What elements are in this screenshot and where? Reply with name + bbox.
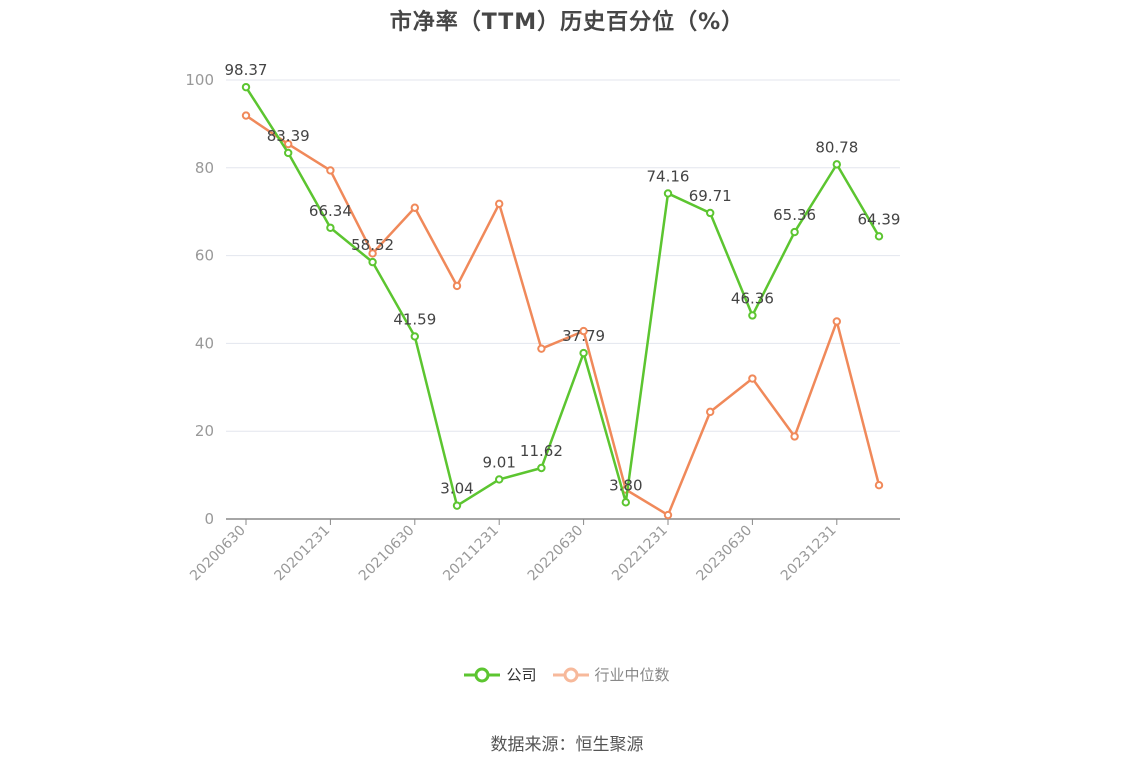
industry-data-point [410, 203, 419, 212]
company-data-label: 3.04 [440, 480, 473, 498]
y-tick-label: 60 [195, 247, 214, 265]
x-tick-label: 20231231 [778, 523, 840, 585]
company-data-label: 3.80 [609, 476, 642, 494]
industry-data-point [495, 199, 504, 208]
y-tick-label: 80 [195, 159, 214, 177]
company-data-point [748, 311, 757, 320]
company-data-point [326, 223, 335, 232]
industry-series-line [245, 114, 881, 517]
company-data-point [832, 160, 841, 169]
industry-data-point [579, 326, 588, 336]
company-data-label: 69.71 [689, 187, 732, 205]
legend: 公司 行业中位数 [0, 664, 1134, 685]
industry-data-point [790, 432, 799, 441]
industry-data-point [537, 344, 546, 353]
legend-company-marker-icon [464, 667, 501, 682]
company-data-point [452, 501, 462, 510]
industry-data-point [284, 139, 293, 149]
company-data-label: 74.16 [647, 167, 690, 185]
company-data-point [368, 257, 377, 267]
industry-data-point [706, 407, 715, 417]
x-tick-label: 20220630 [525, 523, 587, 585]
company-data-point [706, 208, 715, 218]
company-data-label: 80.78 [815, 138, 858, 156]
company-data-point [241, 82, 251, 92]
x-tick-label: 20230630 [694, 523, 756, 585]
legend-company-label: 公司 [506, 666, 537, 684]
x-tick-label: 20211231 [440, 523, 502, 585]
industry-data-point [368, 249, 377, 258]
y-tick-label: 0 [204, 510, 214, 528]
industry-data-point [326, 166, 335, 175]
chart-title: 市净率（TTM）历史百分位（%） [389, 10, 745, 35]
company-data-label: 98.37 [225, 61, 268, 79]
company-data-point [537, 463, 546, 473]
industry-data-point [241, 111, 251, 120]
industry-data-point [832, 317, 841, 326]
company-data-point [790, 227, 799, 237]
y-tick-label: 20 [195, 422, 214, 440]
y-tick-label: 100 [185, 71, 214, 89]
data-source: 数据来源：恒生聚源 [490, 735, 644, 755]
company-data-point [495, 475, 504, 484]
x-tick-label: 20201231 [272, 523, 334, 585]
company-data-label: 41.59 [393, 310, 436, 328]
company-data-label: 83.39 [267, 127, 310, 145]
company-data-point [874, 232, 884, 241]
x-tick-label: 20221231 [609, 523, 671, 585]
legend-item-company[interactable]: 公司 [464, 664, 537, 685]
company-data-point [621, 498, 630, 507]
company-data-label: 64.39 [858, 210, 901, 228]
company-data-label: 46.36 [731, 289, 774, 307]
industry-data-point [748, 374, 757, 383]
legend-industry-marker-icon [552, 667, 589, 682]
x-tick-label: 20210630 [356, 523, 418, 585]
legend-industry-label: 行业中位数 [594, 666, 670, 684]
industry-data-point [663, 510, 673, 520]
company-data-point [579, 348, 588, 358]
industry-data-point [452, 281, 462, 291]
industry-data-point [874, 480, 884, 490]
company-data-label: 66.34 [309, 202, 352, 220]
legend-item-industry-median[interactable]: 行业中位数 [552, 664, 670, 685]
company-data-point [410, 332, 419, 341]
company-data-point [663, 189, 673, 198]
y-tick-label: 40 [195, 334, 214, 352]
company-data-label: 65.36 [773, 206, 816, 224]
company-data-point [284, 148, 293, 158]
company-data-label: 11.62 [520, 442, 563, 460]
company-data-label: 9.01 [482, 453, 515, 471]
company-series-line [244, 86, 881, 507]
x-tick-label: 20200630 [187, 523, 249, 585]
company-data-label: 37.79 [562, 327, 605, 345]
company-data-label: 58.52 [351, 236, 394, 254]
